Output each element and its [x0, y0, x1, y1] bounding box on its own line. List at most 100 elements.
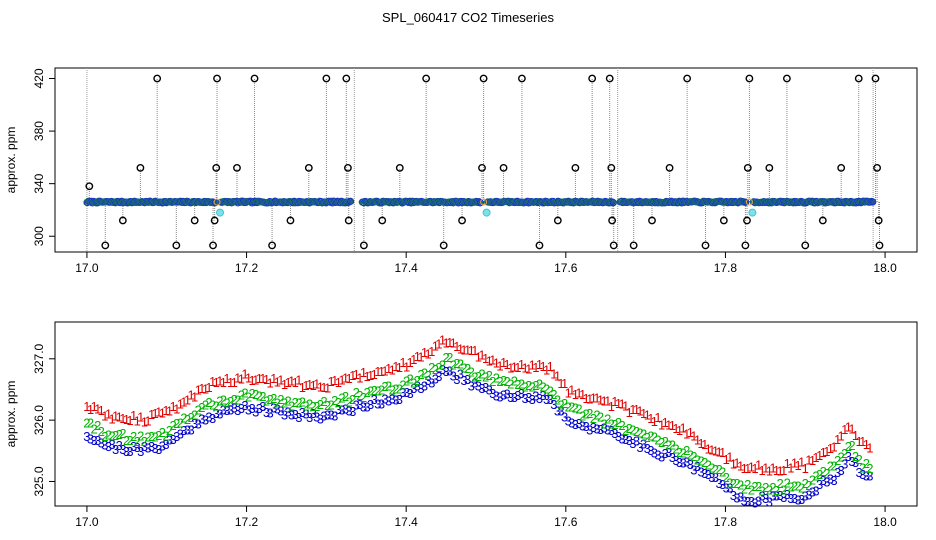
series-1-point: 1: [223, 371, 230, 386]
series-2-point: 2: [798, 481, 805, 496]
series-1-point: 1: [856, 434, 863, 449]
series-1-point: 1: [845, 419, 852, 434]
series-1-point: 1: [101, 408, 108, 423]
series-2-point: 2: [597, 410, 604, 425]
spike-point: [395, 163, 404, 172]
gap-marker-cyan: [482, 208, 491, 217]
series-2-point: 2: [604, 412, 611, 427]
series-2-point: 2: [302, 398, 309, 413]
series-3-point: 3: [320, 408, 327, 423]
series-1-point: 1: [611, 394, 618, 409]
series-2-point: 2: [367, 383, 374, 398]
series-3-point: 3: [723, 481, 730, 496]
bottom-x-tick-label: 17.0: [75, 515, 99, 529]
series-1-point: 1: [227, 375, 234, 390]
spike-point: [101, 241, 110, 250]
series-1-point: 1: [116, 409, 123, 424]
spike-point: [873, 163, 881, 172]
series-3-point: 3: [155, 442, 162, 457]
series-1-point: 1: [98, 403, 105, 418]
top-x-tick-label: 17.2: [235, 261, 259, 275]
series-2-point: 2: [482, 369, 489, 384]
series-1-point: 1: [313, 377, 320, 392]
series-3-point: 3: [751, 495, 758, 510]
series-1-point: 1: [787, 460, 794, 475]
series-1-point: 1: [723, 452, 730, 467]
series-1-point: 1: [274, 375, 281, 390]
series-2-point: 2: [205, 395, 212, 410]
series-2-point: 2: [863, 456, 870, 471]
series-2-point: 2: [662, 434, 669, 449]
bottom-y-tick-label: 327.0: [32, 343, 46, 373]
series-3-point: 3: [766, 494, 773, 509]
series-1-point: 1: [708, 443, 715, 458]
series-3-point: 3: [622, 432, 629, 447]
series-1-point: 1: [654, 410, 661, 425]
top-x-tick-label: 17.0: [75, 261, 99, 275]
series-2-point: 2: [453, 356, 460, 371]
series-3-point: 3: [629, 436, 636, 451]
series-3-point: 3: [432, 371, 439, 386]
spike-point: [136, 163, 145, 172]
spike-point: [153, 74, 162, 83]
series-2-point: 2: [363, 385, 370, 400]
series-3-point: 3: [346, 404, 353, 419]
series-1-point: 1: [852, 428, 859, 443]
series-1-point: 1: [651, 414, 658, 429]
series-2-point: 2: [805, 478, 812, 493]
series-1-point: 1: [539, 359, 546, 374]
series-1-point: 1: [493, 355, 500, 370]
series-3-point: 3: [475, 379, 482, 394]
series-3-point: 3: [371, 392, 378, 407]
series-3-point: 3: [399, 385, 406, 400]
series-3-point: 3: [741, 494, 748, 509]
series-2-point: 2: [220, 393, 227, 408]
series-3-point: 3: [579, 419, 586, 434]
series-2-point: 2: [306, 397, 313, 412]
series-2-point: 2: [116, 427, 123, 442]
series-2-point: 2: [328, 397, 335, 412]
series-2-point: 2: [295, 396, 302, 411]
series-1-point: 1: [511, 359, 518, 374]
series-1-point: 1: [838, 428, 845, 443]
series-1-point: 1: [827, 441, 834, 456]
series-3-point: 3: [590, 420, 597, 435]
series-3-point: 3: [460, 373, 467, 388]
series-1-point: 1: [417, 349, 424, 364]
series-2-point: 2: [425, 368, 432, 383]
series-2-point: 2: [216, 393, 223, 408]
series-2-point: 2: [773, 483, 780, 498]
series-3-point: 3: [223, 403, 230, 418]
series-3-point: 3: [324, 408, 331, 423]
series-2-point: 2: [529, 379, 536, 394]
series-1-point: 1: [349, 368, 356, 383]
series-2-point: 2: [180, 410, 187, 425]
series-2-point: 2: [719, 464, 726, 479]
series-3-point: 3: [184, 422, 191, 437]
series-2-point: 2: [399, 377, 406, 392]
series-3-point: 3: [457, 367, 464, 382]
series-3-point: 3: [428, 376, 435, 391]
spike-point: [783, 74, 791, 83]
series-1-point: 1: [859, 434, 866, 449]
series-2-point: 2: [320, 394, 327, 409]
series-2-point: 2: [550, 387, 557, 402]
series-2-point: 2: [687, 447, 694, 462]
series-3-point: 3: [284, 405, 291, 420]
series-3-point: 3: [812, 484, 819, 499]
series-3-point: 3: [202, 413, 209, 428]
series-1-point: 1: [805, 453, 812, 468]
series-2-point: 2: [629, 422, 636, 437]
series-3-point: 3: [730, 488, 737, 503]
series-1-point: 1: [159, 405, 166, 420]
series-3-point: 3: [338, 403, 345, 418]
bottom-x-tick-label: 17.8: [714, 515, 738, 529]
series-1-point: 1: [266, 376, 273, 391]
series-3-point: 3: [446, 364, 453, 379]
series-3-point: 3: [108, 437, 115, 452]
series-3-point: 3: [335, 402, 342, 417]
series-3-point: 3: [593, 422, 600, 437]
spike-point: [190, 216, 199, 225]
series-3-point: 3: [310, 406, 317, 421]
